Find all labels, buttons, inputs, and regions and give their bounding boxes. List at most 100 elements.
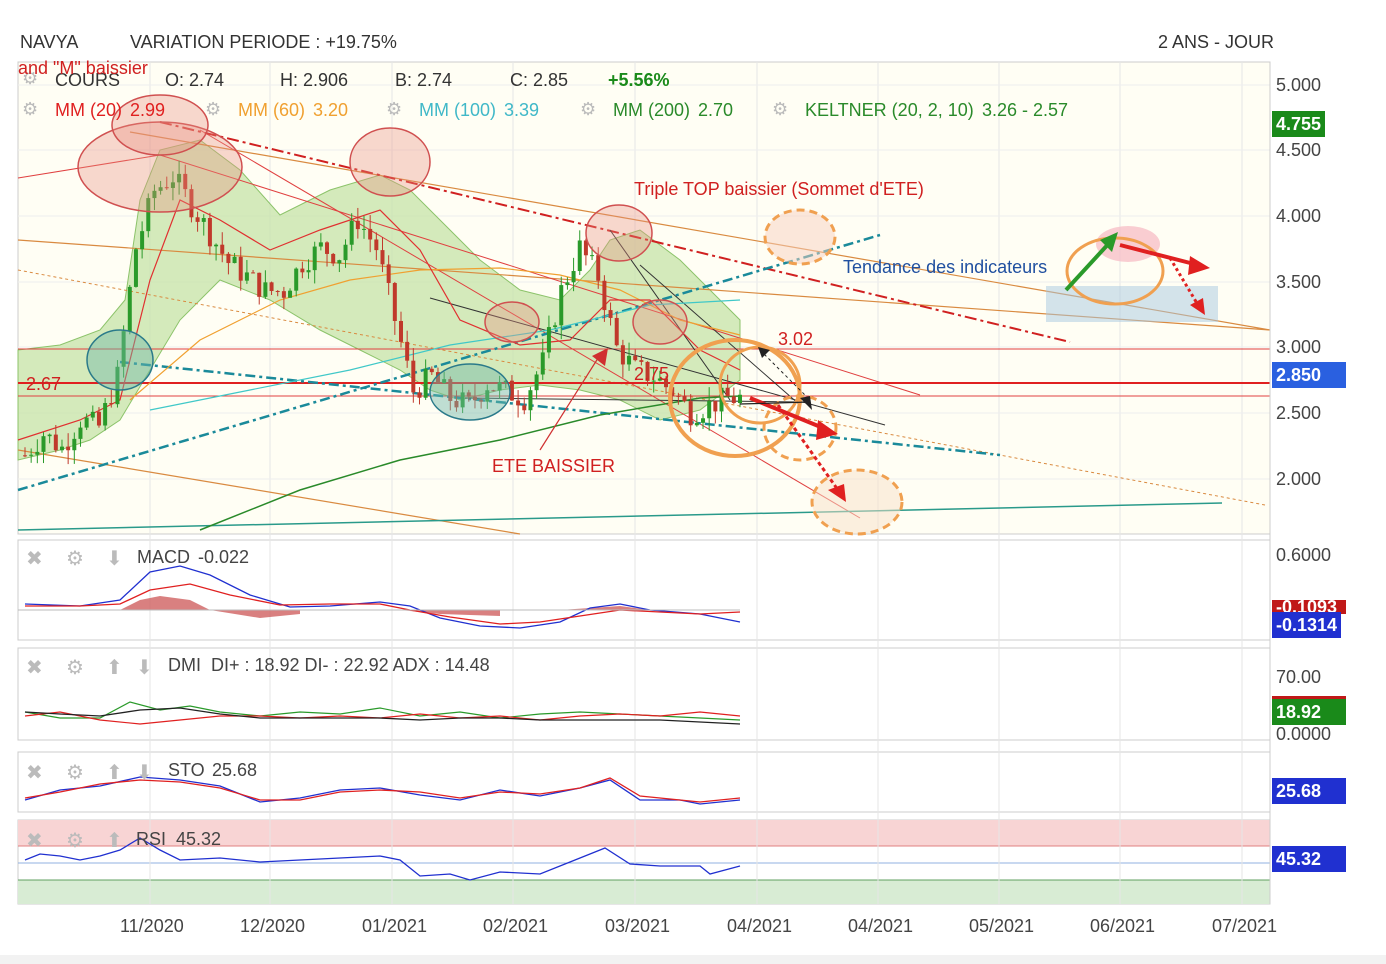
candle-body	[664, 378, 669, 388]
trend-label: Tendance des indicateurs	[843, 257, 1048, 277]
candle-body	[676, 395, 681, 397]
dmi-gear-icon[interactable]: ⚙	[66, 657, 84, 679]
candle-body	[639, 360, 644, 362]
candle-body	[528, 390, 533, 411]
rsi-oversold-zone	[18, 880, 1270, 904]
candle-body	[214, 244, 219, 247]
candle-body	[392, 283, 397, 321]
price-tick: 5.000	[1276, 75, 1322, 95]
candle-body	[177, 173, 182, 183]
candle-body	[380, 250, 385, 265]
candle-body	[257, 272, 262, 297]
candle-body	[497, 382, 502, 391]
footer-bar	[0, 955, 1386, 964]
candle-body	[491, 390, 496, 392]
time-tick: 12/2020	[240, 916, 306, 936]
candle-body	[72, 438, 77, 451]
sto-badge: 25.68	[1272, 778, 1346, 804]
indicator-label: MM (20)	[55, 100, 122, 120]
candle-body	[59, 446, 64, 451]
period-selector[interactable]: 2 ANS - JOUR	[1158, 32, 1275, 52]
open-value: O: 2.74	[165, 70, 225, 90]
candle-body	[503, 380, 508, 383]
macd-gear-icon[interactable]: ⚙	[66, 548, 84, 570]
candle-body	[349, 220, 354, 245]
triple-top-label: Triple TOP baissier (Sommet d'ETE)	[634, 179, 924, 199]
indicator-gear-icon[interactable]: ⚙	[580, 99, 597, 119]
candle-body	[238, 256, 243, 281]
sto-down-icon[interactable]: ⬇	[136, 762, 153, 784]
candle-body	[738, 394, 742, 404]
candle-body	[386, 264, 391, 284]
candle-body	[707, 400, 712, 419]
cours-gear-icon[interactable]: ⚙	[22, 68, 39, 88]
candle-body	[398, 320, 403, 342]
candle-body	[226, 253, 231, 264]
indicator-gear-icon[interactable]: ⚙	[22, 99, 39, 119]
candle-body	[78, 427, 83, 439]
candle-body	[121, 331, 126, 367]
change-value: +5.56%	[608, 70, 670, 90]
candle-body	[701, 418, 706, 423]
candle-body	[23, 455, 27, 457]
candle-body	[694, 422, 699, 426]
indicator-gear-icon[interactable]: ⚙	[772, 99, 789, 119]
candle-body	[534, 374, 539, 391]
sto-close-icon[interactable]: ✖	[26, 762, 43, 784]
dmi-up-icon[interactable]: ⬆	[106, 657, 123, 679]
candle-body	[325, 242, 330, 254]
candle-body	[96, 411, 101, 426]
resistance-dashdot	[159, 121, 1071, 343]
candles	[23, 160, 742, 465]
indicator-label: MM (200)	[613, 100, 691, 120]
candle-body	[103, 403, 108, 426]
sto-gear-icon[interactable]: ⚙	[66, 762, 84, 784]
time-tick: 05/2021	[969, 916, 1035, 936]
macd-label: MACD	[137, 547, 190, 567]
symbol: NAVYA	[20, 32, 79, 52]
macd-close-icon[interactable]: ✖	[26, 548, 43, 570]
dmi-close-icon[interactable]: ✖	[26, 657, 43, 679]
dmi-axis-top: 70.00	[1276, 667, 1322, 687]
last-price-badge: 2.850	[1272, 362, 1346, 388]
dmi-axis-bottom: 0.0000	[1276, 724, 1332, 744]
indicator-label: MM (100)	[419, 100, 497, 120]
candle-body	[146, 198, 151, 232]
indicator-value: 2.99	[130, 100, 166, 120]
candle-body	[41, 436, 46, 452]
candle-body	[571, 271, 576, 283]
indicator-gear-icon[interactable]: ⚙	[386, 99, 403, 119]
price-tick: 2.500	[1276, 403, 1322, 423]
candle-body	[657, 378, 662, 381]
rsi-up-icon[interactable]: ⬆	[106, 830, 123, 852]
candle-body	[559, 285, 564, 326]
candle-body	[251, 272, 256, 274]
candle-body	[109, 403, 114, 405]
candle-body	[620, 345, 625, 365]
candle-body	[516, 400, 521, 406]
candle-body	[331, 253, 336, 264]
candle-body	[275, 291, 280, 293]
dmi-down-icon[interactable]: ⬇	[136, 657, 153, 679]
candle-body	[472, 396, 477, 401]
indicator-gear-icon[interactable]: ⚙	[205, 99, 222, 119]
macd-value: -0.022	[198, 547, 250, 567]
rsi-gear-icon[interactable]: ⚙	[66, 830, 84, 852]
candle-body	[553, 325, 558, 328]
rsi-close-icon[interactable]: ✖	[26, 830, 43, 852]
sto-up-icon[interactable]: ⬆	[106, 762, 123, 784]
candle-body	[583, 240, 588, 256]
candle-body	[232, 256, 237, 264]
candle-body	[614, 317, 619, 346]
candle-body	[269, 282, 274, 292]
candle-body	[602, 280, 607, 311]
candle-body	[312, 246, 317, 271]
time-tick: 11/2020	[120, 916, 184, 936]
macd-axis-top: 0.6000	[1276, 545, 1332, 565]
candle-body	[417, 392, 422, 398]
sto-value: 25.68	[212, 760, 258, 780]
candle-body	[682, 396, 687, 402]
macd-down-icon[interactable]: ⬇	[106, 548, 123, 570]
dmi-label: DMI	[168, 655, 201, 675]
